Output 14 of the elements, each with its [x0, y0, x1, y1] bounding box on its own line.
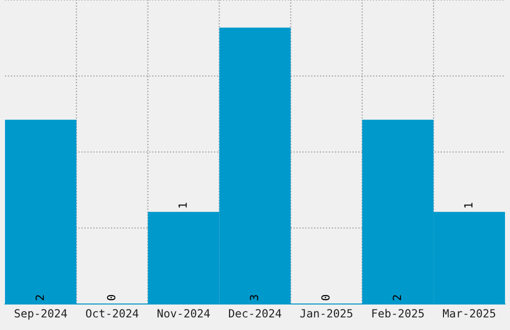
data-label: 2 [392, 295, 401, 300]
data-label: 0 [321, 294, 330, 300]
x-tick-label: Sep-2024 [14, 309, 67, 320]
data-label: 1 [464, 202, 472, 208]
data-label: 1 [178, 202, 187, 208]
data-label: 0 [106, 294, 116, 300]
x-tick-label: Feb-2025 [372, 308, 424, 318]
x-tick-label: Nov-2024 [158, 309, 210, 318]
x-tick-label: Jan-2025 [300, 309, 352, 318]
x-tick-label: Oct-2024 [86, 309, 138, 318]
x-tick-label: Mar-2025 [442, 309, 496, 318]
data-label: 2 [36, 295, 44, 300]
x-tick-label: Dec-2024 [228, 309, 282, 318]
data-label: 3 [250, 295, 258, 300]
